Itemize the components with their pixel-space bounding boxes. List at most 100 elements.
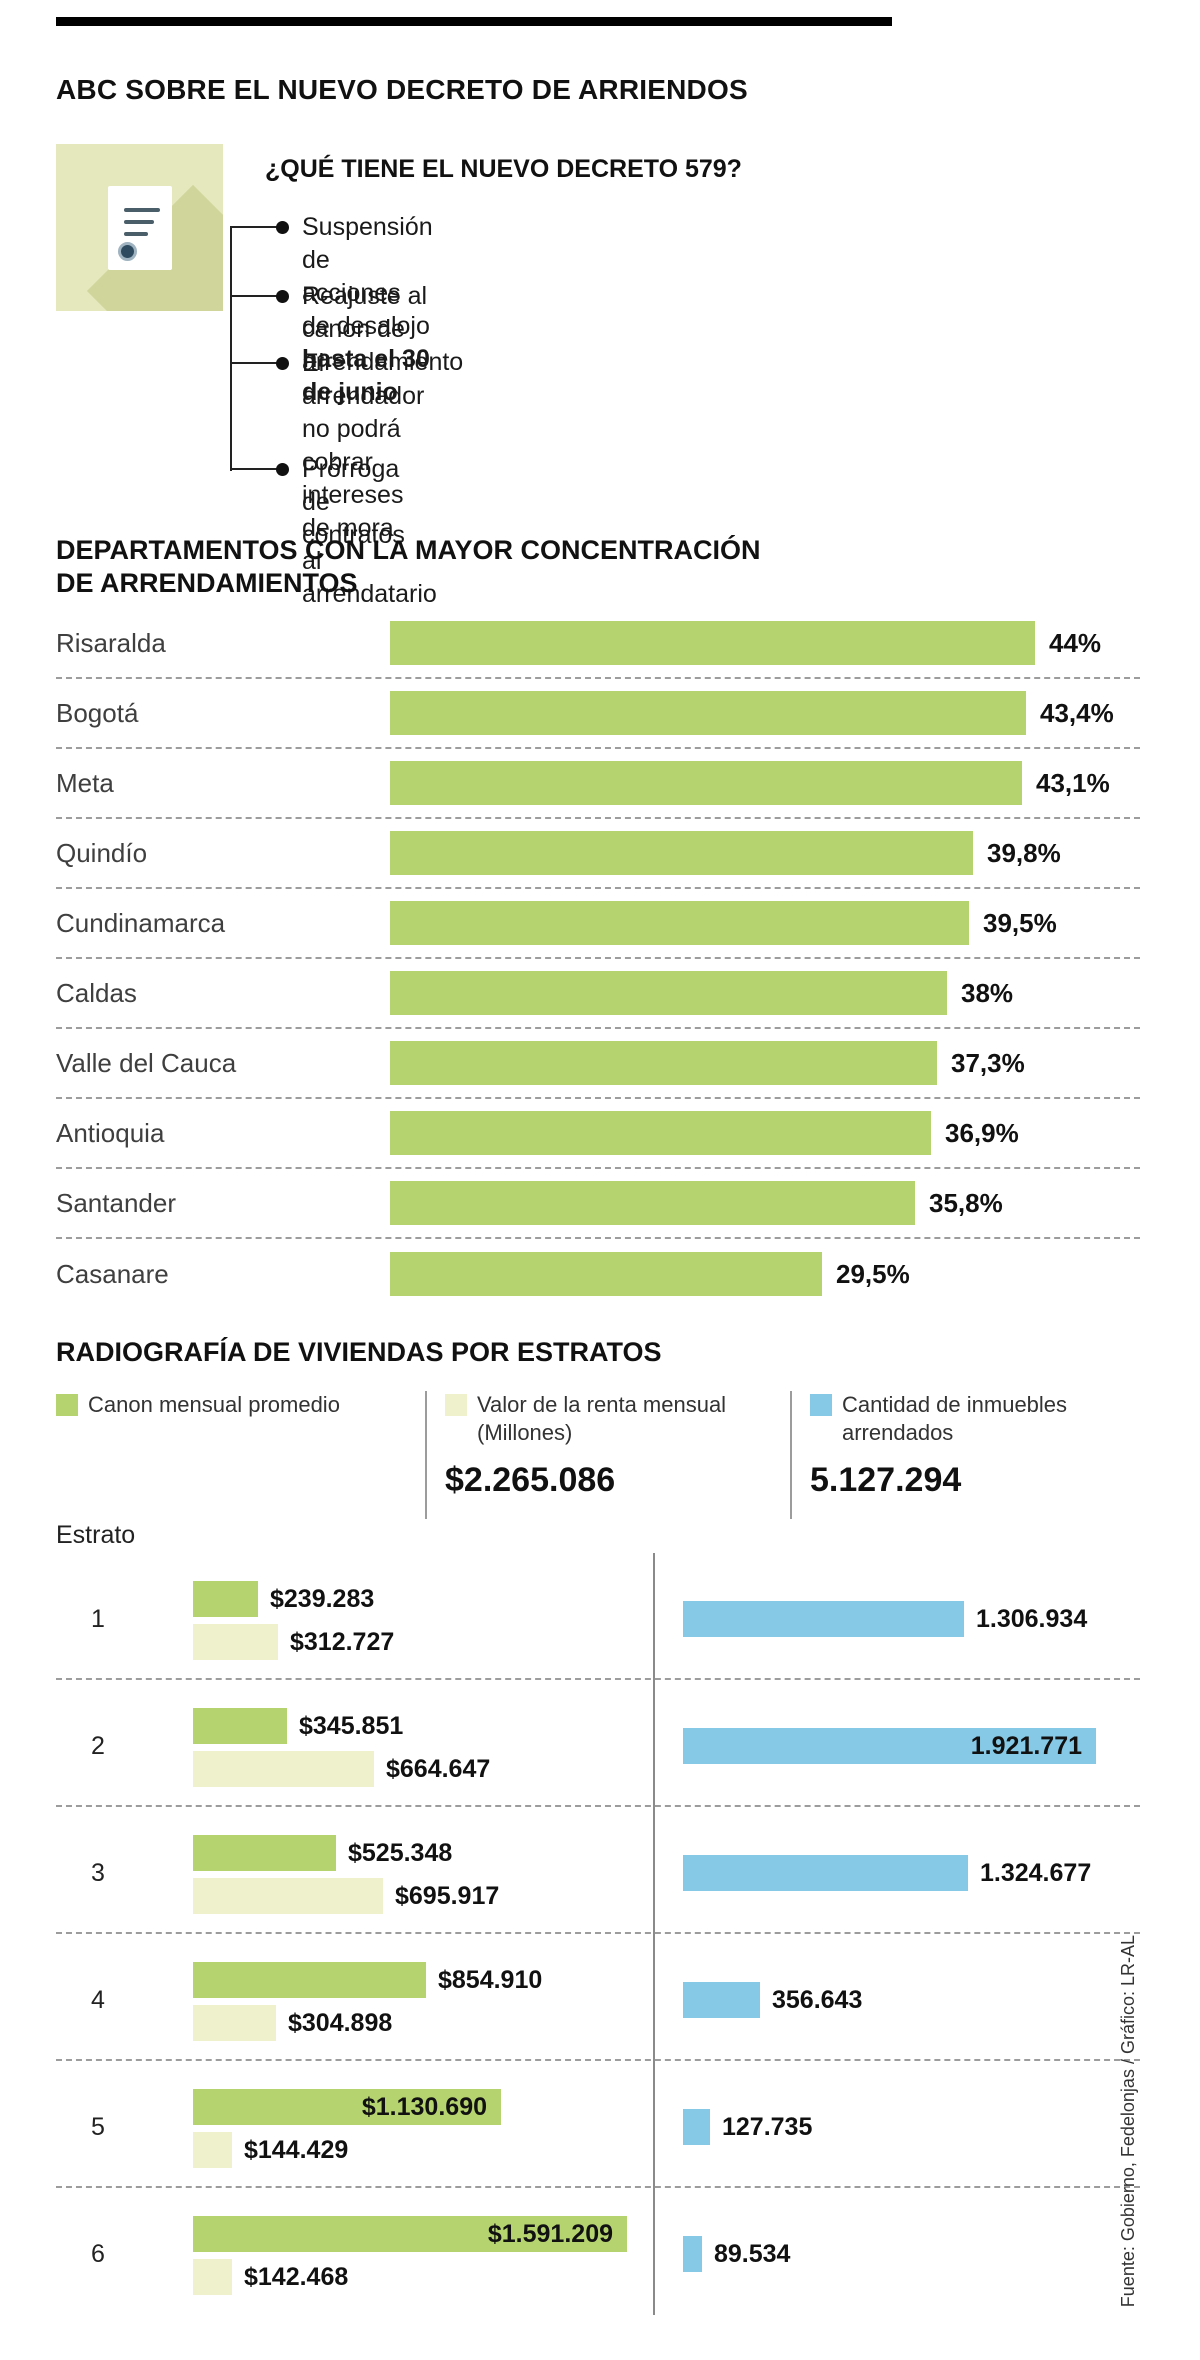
legend-label: Valor de la renta mensual (Millones): [477, 1392, 727, 1445]
dept-label: Risaralda: [56, 627, 166, 658]
dept-label: Casanare: [56, 1258, 169, 1289]
dept-bar: [390, 1041, 937, 1085]
dept-row: Antioquia 36,9%: [56, 1099, 1140, 1169]
decreto-heading: ¿QUÉ TIENE EL NUEVO DECRETO 579?: [265, 155, 742, 183]
decreto-item-bold-text: hasta el 30 de junio: [302, 345, 430, 406]
dept-bar: [390, 1181, 915, 1225]
estrato-number: 5: [91, 2113, 105, 2141]
document-icon-tile: [56, 144, 223, 311]
legend-head: Canon mensual promedio: [56, 1391, 425, 1419]
green-swatch-icon: [56, 1394, 78, 1416]
decreto-item: Suspensión de acciones de desalojo hasta…: [230, 211, 433, 409]
dept-label: Santander: [56, 1187, 176, 1218]
renta-value-label: $664.647: [386, 1755, 491, 1783]
dept-label: Bogotá: [56, 697, 139, 728]
estrato-row: 5 $1.130.690 $144.429 127.735: [56, 2061, 1140, 2188]
dept-rows: Risaralda 44% Bogotá 43,4% Meta 43,1% Quindío 3…: [56, 609, 1140, 1309]
canon-value-label: $239.283: [270, 1585, 375, 1613]
inmuebles-value-label: 89.534: [714, 2240, 791, 2268]
blue-swatch-icon: [810, 1394, 832, 1416]
canon-value-label: $345.851: [299, 1712, 404, 1740]
dept-bar: [390, 1111, 931, 1155]
connector-stub: [230, 362, 282, 364]
decreto-item-text: Prórroga de contratos: [302, 455, 405, 549]
inmuebles-value-label: 1.324.677: [980, 1859, 1092, 1887]
canon-bar: [193, 1962, 426, 1998]
dept-value-label: 39,8%: [987, 837, 1061, 868]
estrato-number: 4: [91, 1986, 105, 2014]
dept-bar: [390, 691, 1026, 735]
dept-row: Risaralda 44%: [56, 609, 1140, 679]
connector-stub: [230, 295, 282, 297]
dept-label: Valle del Cauca: [56, 1047, 237, 1078]
bullet-icon: [276, 357, 289, 370]
inmuebles-bar: [683, 2236, 702, 2272]
canon-bar: [193, 1581, 258, 1617]
canon-value-label: $854.910: [438, 1966, 543, 1994]
inmuebles-bar: [683, 1855, 968, 1891]
dept-value-label: 37,3%: [951, 1047, 1025, 1078]
legend-item-canon: Canon mensual promedio: [56, 1391, 425, 1519]
dept-row: Cundinamarca 39,5%: [56, 889, 1140, 959]
dept-label: Caldas: [56, 977, 137, 1008]
canon-bar: [193, 1708, 287, 1744]
dept-value-label: 36,9%: [945, 1117, 1019, 1148]
legend-label: Cantidad de inmuebles arrendados: [842, 1392, 1068, 1445]
renta-total-value: $2.265.086: [445, 1461, 616, 1499]
dept-row: Bogotá 43,4%: [56, 679, 1140, 749]
dept-bar: [390, 901, 969, 945]
canon-value-label: $525.348: [348, 1839, 453, 1867]
dept-row: Valle del Cauca 37,3%: [56, 1029, 1140, 1099]
decreto-item-text: Reajuste al canon de arrendamiento: [302, 282, 464, 376]
estrato-row: 6 $1.591.209 $142.468 89.534: [56, 2188, 1140, 2315]
legend-head: Cantidad de inmuebles arrendados: [810, 1391, 1140, 1447]
dept-row: Quindío 39,8%: [56, 819, 1140, 889]
legend-label: Canon mensual promedio: [88, 1392, 340, 1417]
inmuebles-bar: [683, 1601, 964, 1637]
dept-bar: [390, 621, 1035, 665]
inmuebles-value-label: 356.643: [772, 1986, 863, 2014]
dept-label: Meta: [56, 767, 114, 798]
document-text-line: [124, 232, 148, 236]
connector-stub: [230, 226, 282, 228]
dept-value-label: 43,4%: [1040, 697, 1114, 728]
document-text-line: [124, 220, 154, 224]
inmuebles-bar: [683, 1982, 760, 2018]
renta-value-label: $304.898: [288, 2009, 393, 2037]
estrato-number: 6: [91, 2240, 105, 2268]
estrato-axis-label: Estrato: [56, 1521, 136, 1549]
dept-label: Cundinamarca: [56, 907, 226, 938]
inmuebles-value-label: 127.735: [722, 2113, 813, 2141]
renta-value-label: $144.429: [244, 2136, 349, 2164]
renta-bar: [193, 2005, 276, 2041]
dept-value-label: 43,1%: [1036, 767, 1110, 798]
canon-bar: $1.130.690: [193, 2089, 501, 2125]
dept-row: Santander 35,8%: [56, 1169, 1140, 1239]
bullet-icon: [276, 463, 289, 476]
renta-bar: [193, 2132, 232, 2168]
dept-value-label: 39,5%: [983, 907, 1057, 938]
legend-item-renta: Valor de la renta mensual (Millones) $2.…: [425, 1391, 790, 1519]
dept-row: Casanare 29,5%: [56, 1239, 1140, 1309]
renta-value-label: $695.917: [395, 1882, 500, 1910]
dept-value-label: 29,5%: [836, 1258, 910, 1289]
estratos-legend: Canon mensual promedio Valor de la renta…: [56, 1391, 1140, 1519]
estratos-chart-title: RADIOGRAFÍA DE VIVIENDAS POR ESTRATOS: [56, 1337, 662, 1367]
dept-label: Quindío: [56, 837, 148, 868]
decreto-item: Prórroga de contratos: [230, 453, 405, 552]
renta-bar: [193, 2259, 232, 2295]
source-credit: Fuente: Gobierno, Fedelonjas / Gráfico: …: [1118, 1935, 1138, 2308]
renta-bar: [193, 1751, 374, 1787]
renta-value-label: $142.468: [244, 2263, 349, 2291]
inmuebles-total-value: 5.127.294: [810, 1461, 962, 1499]
estrato-number: 3: [91, 1859, 105, 1887]
decreto-item-text: El arrendador no podrá cobrar intereses …: [302, 349, 437, 608]
dept-bar: [390, 1252, 822, 1296]
inmuebles-bar: [683, 2109, 710, 2145]
estrato-row: 3 $525.348 $695.917 1.324.677: [56, 1807, 1140, 1934]
estrato-rows: 1 $239.283 $312.727 1.306.934 2 $345.851 $664.…: [56, 1553, 1140, 2315]
chart-divider-line: [653, 1553, 655, 2315]
estrato-row: 1 $239.283 $312.727 1.306.934: [56, 1553, 1140, 1680]
estrato-row: 4 $854.910 $304.898 356.643: [56, 1934, 1140, 2061]
bullet-icon: [276, 221, 289, 234]
